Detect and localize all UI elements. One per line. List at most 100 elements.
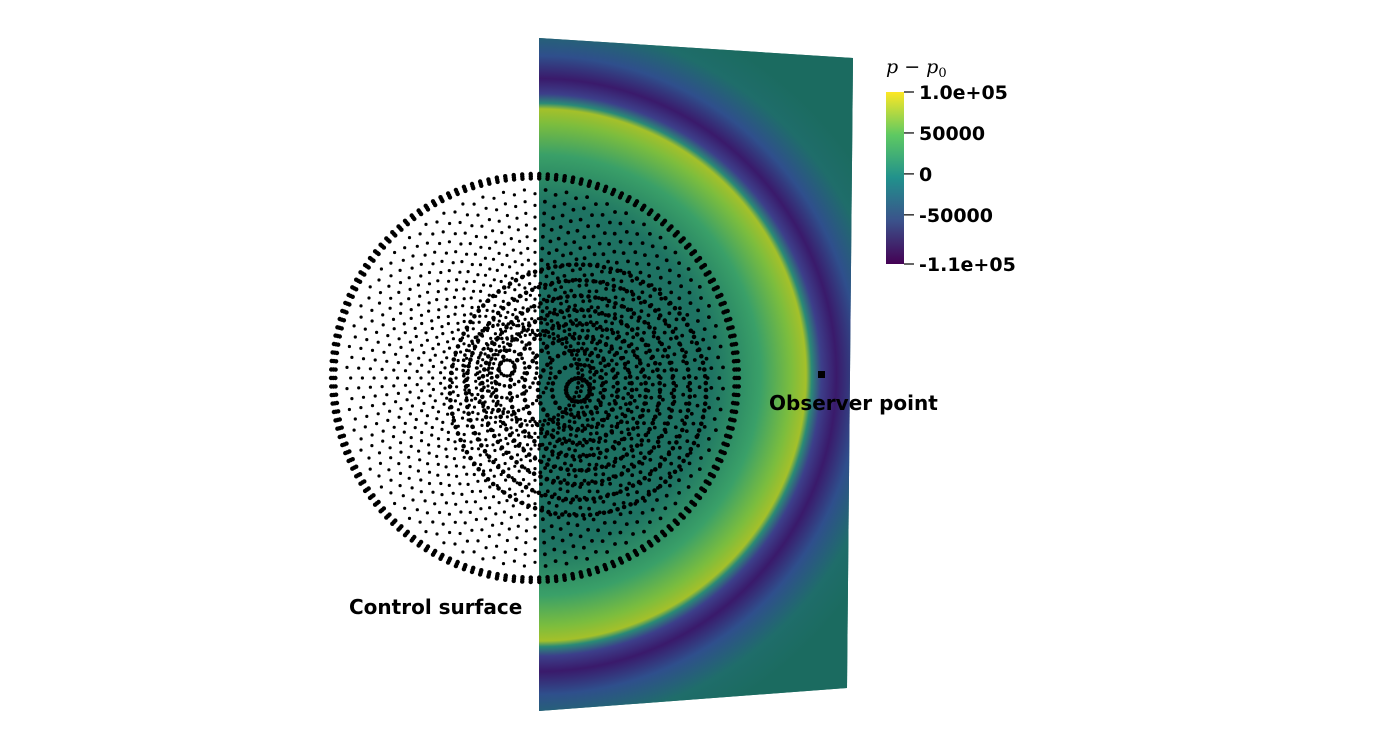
control-surface-point bbox=[491, 257, 496, 261]
control-surface-point bbox=[541, 234, 545, 239]
control-surface-point bbox=[491, 523, 495, 527]
control-surface-point bbox=[658, 275, 663, 280]
control-surface-point bbox=[559, 285, 564, 289]
control-surface-point bbox=[370, 348, 375, 352]
control-surface-point bbox=[615, 380, 620, 386]
control-surface-point bbox=[464, 325, 470, 331]
control-surface-point bbox=[517, 293, 523, 299]
control-surface-point bbox=[501, 562, 506, 566]
control-surface-point bbox=[533, 502, 537, 506]
control-surface-point bbox=[584, 321, 589, 327]
control-surface-point bbox=[433, 353, 437, 357]
control-surface-point bbox=[685, 313, 690, 317]
control-surface-point bbox=[657, 291, 663, 297]
control-surface-point bbox=[497, 219, 501, 223]
control-surface-point bbox=[699, 456, 703, 460]
control-surface-point bbox=[511, 313, 515, 317]
control-surface-point bbox=[526, 452, 532, 457]
control-surface-point bbox=[368, 367, 372, 371]
control-surface-point bbox=[625, 367, 631, 373]
control-surface-point bbox=[509, 404, 515, 410]
control-surface-point bbox=[522, 429, 527, 434]
control-surface-point bbox=[638, 451, 643, 455]
control-surface-point bbox=[502, 384, 507, 388]
control-surface-point bbox=[574, 353, 579, 357]
control-surface-point bbox=[420, 430, 424, 435]
control-surface-point bbox=[562, 315, 566, 320]
control-surface-point bbox=[447, 346, 452, 350]
control-surface-point bbox=[605, 202, 609, 206]
control-surface-point bbox=[359, 437, 363, 441]
control-surface-point bbox=[585, 557, 589, 561]
control-surface-point bbox=[490, 375, 494, 380]
control-surface-point bbox=[479, 351, 483, 355]
control-surface-point bbox=[673, 326, 678, 331]
control-surface-point bbox=[567, 512, 572, 518]
control-surface-point bbox=[662, 383, 667, 388]
control-surface-point bbox=[648, 294, 653, 299]
control-surface-point bbox=[416, 469, 420, 473]
control-surface-point bbox=[669, 367, 674, 372]
control-surface-point bbox=[707, 279, 713, 284]
control-surface-point bbox=[381, 439, 385, 443]
control-surface-point bbox=[711, 464, 716, 469]
control-surface-point bbox=[333, 367, 338, 372]
control-surface-point bbox=[490, 411, 494, 415]
control-surface-point bbox=[380, 385, 384, 389]
control-surface-point bbox=[497, 369, 502, 373]
control-surface-point bbox=[495, 208, 499, 212]
control-surface-point bbox=[447, 195, 453, 200]
control-surface-point bbox=[510, 371, 515, 376]
control-surface-point bbox=[582, 256, 587, 261]
control-surface-point bbox=[523, 200, 527, 204]
control-surface-point bbox=[513, 277, 519, 283]
control-surface-point bbox=[667, 440, 672, 445]
control-surface-point bbox=[562, 365, 568, 371]
control-surface-point bbox=[629, 444, 634, 449]
control-surface-point bbox=[533, 192, 537, 196]
control-surface-point bbox=[463, 562, 468, 568]
control-surface-point bbox=[349, 376, 353, 380]
control-surface-point bbox=[610, 368, 615, 373]
control-surface-point bbox=[700, 414, 706, 420]
control-surface-point bbox=[520, 356, 524, 361]
control-surface-point bbox=[594, 320, 599, 325]
control-surface-point bbox=[454, 447, 458, 451]
control-surface-point bbox=[634, 354, 640, 360]
control-surface-point bbox=[507, 527, 511, 531]
control-surface-point bbox=[447, 556, 453, 561]
control-surface-point bbox=[445, 356, 449, 360]
control-surface-point bbox=[574, 513, 579, 518]
control-surface-point bbox=[484, 206, 488, 210]
control-surface-point bbox=[494, 512, 498, 516]
control-surface-point bbox=[475, 338, 481, 343]
control-surface-point bbox=[524, 223, 529, 227]
control-surface-point bbox=[347, 449, 352, 454]
control-surface-point bbox=[541, 517, 545, 522]
control-surface-point bbox=[402, 322, 406, 326]
control-surface-point bbox=[465, 424, 469, 428]
control-surface-point bbox=[619, 279, 624, 284]
control-surface-point bbox=[485, 298, 491, 304]
control-surface-point bbox=[495, 179, 500, 185]
control-surface-point bbox=[546, 381, 550, 386]
control-surface-point bbox=[637, 393, 642, 398]
control-surface-point bbox=[626, 343, 632, 349]
control-surface-point bbox=[541, 407, 546, 412]
control-surface-point bbox=[694, 340, 700, 346]
control-surface-point bbox=[576, 371, 581, 375]
control-surface-point bbox=[381, 323, 385, 327]
control-surface-point bbox=[516, 319, 521, 323]
control-surface-point bbox=[507, 432, 513, 438]
control-surface-point bbox=[604, 327, 610, 332]
control-surface-point bbox=[640, 495, 646, 501]
control-surface-point bbox=[646, 283, 652, 288]
control-surface-point bbox=[498, 419, 502, 423]
control-surface-point bbox=[370, 404, 375, 408]
control-surface-point bbox=[533, 285, 537, 289]
control-surface-point bbox=[689, 340, 694, 345]
control-surface-point bbox=[619, 471, 625, 477]
control-surface-point bbox=[555, 475, 560, 480]
control-surface-point bbox=[505, 374, 509, 378]
control-surface-point bbox=[511, 297, 517, 303]
